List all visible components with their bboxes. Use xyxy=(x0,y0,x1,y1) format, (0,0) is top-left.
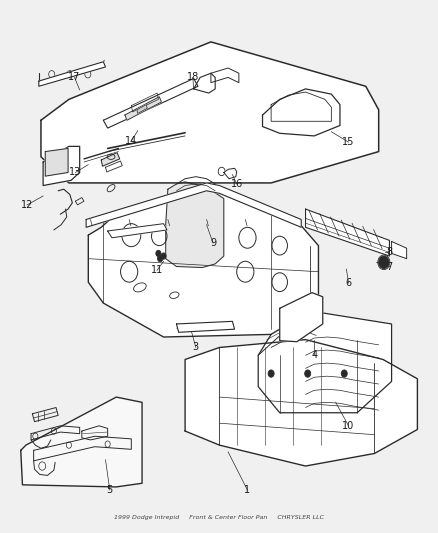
Polygon shape xyxy=(166,182,223,268)
Polygon shape xyxy=(223,168,236,179)
Text: 8: 8 xyxy=(385,247,392,257)
Text: 1999 Dodge Intrepid     Front & Center Floor Pan     CHRYSLER LLC: 1999 Dodge Intrepid Front & Center Floor… xyxy=(114,515,324,520)
Text: 1: 1 xyxy=(244,485,250,495)
Text: 13: 13 xyxy=(69,167,81,177)
Text: 5: 5 xyxy=(106,485,113,495)
Polygon shape xyxy=(193,73,215,93)
Text: 11: 11 xyxy=(151,265,163,275)
Text: 4: 4 xyxy=(311,350,317,360)
Polygon shape xyxy=(88,188,318,337)
Polygon shape xyxy=(101,152,120,166)
Polygon shape xyxy=(105,161,122,172)
Polygon shape xyxy=(210,68,238,83)
Polygon shape xyxy=(21,397,142,487)
Circle shape xyxy=(304,370,310,377)
Polygon shape xyxy=(262,89,339,136)
Polygon shape xyxy=(86,183,300,228)
Polygon shape xyxy=(391,241,406,259)
Text: 12: 12 xyxy=(21,200,33,210)
Text: 18: 18 xyxy=(186,72,198,83)
Circle shape xyxy=(268,370,273,377)
Polygon shape xyxy=(185,340,417,466)
Polygon shape xyxy=(124,97,161,120)
Text: 10: 10 xyxy=(342,421,354,431)
Circle shape xyxy=(155,251,161,256)
Polygon shape xyxy=(45,149,68,176)
Text: 6: 6 xyxy=(345,278,351,288)
Text: 9: 9 xyxy=(209,238,215,248)
Polygon shape xyxy=(258,311,391,413)
Text: 17: 17 xyxy=(68,72,81,83)
Text: 15: 15 xyxy=(342,137,354,147)
Polygon shape xyxy=(279,293,322,342)
Polygon shape xyxy=(176,321,234,332)
Circle shape xyxy=(161,253,166,259)
Text: 16: 16 xyxy=(230,179,242,189)
Polygon shape xyxy=(107,224,166,238)
Text: 3: 3 xyxy=(192,343,198,352)
Circle shape xyxy=(157,255,162,262)
Circle shape xyxy=(340,370,346,377)
Polygon shape xyxy=(305,209,389,256)
Text: 7: 7 xyxy=(385,262,392,271)
Polygon shape xyxy=(43,147,80,185)
Circle shape xyxy=(378,256,388,269)
Polygon shape xyxy=(103,78,198,128)
Polygon shape xyxy=(39,62,105,86)
Text: 14: 14 xyxy=(125,136,137,146)
Polygon shape xyxy=(41,42,378,183)
Polygon shape xyxy=(137,104,147,114)
